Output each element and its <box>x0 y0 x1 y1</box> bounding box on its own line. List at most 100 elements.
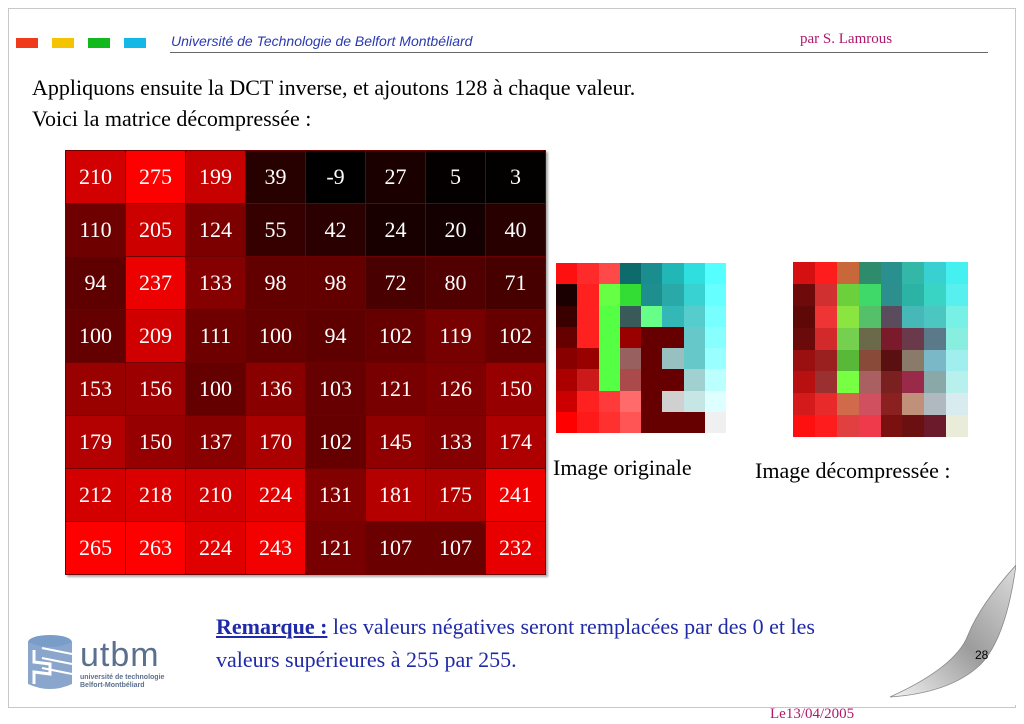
logo-subtitle-line-2: Belfort-Montbéliard <box>80 682 145 689</box>
original-pixel <box>619 390 641 412</box>
matrix-cell: 224 <box>245 468 306 522</box>
decompressed-pixel <box>946 283 968 306</box>
matrix-cell: 156 <box>125 362 186 416</box>
original-pixel <box>619 411 641 433</box>
decompressed-pixel <box>858 371 881 394</box>
original-pixel <box>577 348 599 370</box>
matrix-cell: 136 <box>245 362 306 416</box>
original-pixel <box>662 369 684 391</box>
decompressed-pixel <box>946 262 968 284</box>
original-pixel <box>683 411 705 433</box>
footer-date: Le13/04/2005 <box>770 706 855 722</box>
decompressed-pixel <box>793 305 815 328</box>
decompressed-pixel <box>858 393 881 416</box>
decompressed-matrix: 210 275 199 39 -9 27 5 3 110 205 124 55 42 24 20 40 94 23… <box>65 150 546 575</box>
matrix-cell: 179 <box>65 415 126 469</box>
original-pixel <box>619 326 641 348</box>
original-pixel <box>683 348 705 370</box>
matrix-row: 153 156 100 136 103 121 126 150 <box>65 362 546 416</box>
matrix-row: 265 263 224 243 121 107 107 232 <box>65 521 546 575</box>
decompressed-pixel <box>814 327 837 350</box>
caption-original: Image originale <box>553 455 692 480</box>
color-square <box>88 38 110 48</box>
original-pixel <box>641 411 663 433</box>
original-pixel <box>641 284 663 306</box>
decompressed-pixel <box>902 262 925 284</box>
original-pixel <box>683 284 705 306</box>
matrix-cell: 20 <box>425 203 486 257</box>
matrix-cell: 98 <box>245 256 306 310</box>
decompressed-pixel <box>836 349 859 372</box>
page-curl-icon <box>880 565 1016 705</box>
original-pixel <box>683 390 705 412</box>
remark-label: Remarque : <box>216 614 328 639</box>
original-pixel <box>704 326 726 348</box>
decompressed-pixel <box>924 349 947 372</box>
original-pixel <box>704 348 726 370</box>
matrix-cell: 98 <box>305 256 366 310</box>
decompressed-pixel <box>836 305 859 328</box>
original-pixel <box>662 348 684 370</box>
matrix-cell: 100 <box>245 309 306 363</box>
decompressed-pixel <box>924 262 947 284</box>
matrix-cell: 102 <box>305 415 366 469</box>
matrix-cell: 121 <box>365 362 426 416</box>
decompressed-pixel <box>946 393 968 416</box>
matrix-cell: 199 <box>185 150 246 204</box>
decompressed-pixel <box>814 283 837 306</box>
decompressed-pixel <box>902 283 925 306</box>
original-pixel <box>598 305 620 327</box>
decompressed-pixel <box>946 415 968 437</box>
matrix-cell: 131 <box>305 468 366 522</box>
decompressed-pixel <box>880 393 903 416</box>
matrix-cell: 24 <box>365 203 426 257</box>
matrix-cell: 181 <box>365 468 426 522</box>
decompressed-pixel <box>814 262 837 284</box>
decompressed-pixel <box>946 349 968 372</box>
decompressed-image <box>793 262 968 437</box>
matrix-cell: 124 <box>185 203 246 257</box>
decompressed-pixel <box>858 415 881 437</box>
decompressed-pixel <box>836 371 859 394</box>
matrix-cell: 243 <box>245 521 306 575</box>
intro-text: Appliquons ensuite la DCT inverse, et aj… <box>32 72 635 134</box>
original-pixel <box>704 411 726 433</box>
original-pixel <box>556 305 578 327</box>
decompressed-pixel <box>902 327 925 350</box>
decompressed-pixel <box>880 283 903 306</box>
original-pixel <box>683 263 705 285</box>
decompressed-pixel <box>814 393 837 416</box>
decompressed-pixel <box>858 262 881 284</box>
matrix-cell: 111 <box>185 309 246 363</box>
decompressed-pixel <box>793 349 815 372</box>
original-pixel <box>704 390 726 412</box>
decompressed-pixel <box>814 415 837 437</box>
original-pixel <box>577 326 599 348</box>
matrix-cell: 174 <box>485 415 546 469</box>
original-pixel <box>641 305 663 327</box>
original-pixel <box>577 411 599 433</box>
matrix-cell: 40 <box>485 203 546 257</box>
decompressed-pixel <box>902 415 925 437</box>
matrix-cell: 126 <box>425 362 486 416</box>
decompressed-pixel <box>793 327 815 350</box>
matrix-cell: 218 <box>125 468 186 522</box>
decompressed-pixel <box>880 305 903 328</box>
decompressed-pixel <box>836 415 859 437</box>
header-university: Université de Technologie de Belfort Mon… <box>171 33 473 49</box>
original-pixel <box>662 411 684 433</box>
matrix-cell: 5 <box>425 150 486 204</box>
original-pixel <box>577 390 599 412</box>
matrix-cell: 110 <box>65 203 126 257</box>
color-square <box>52 38 74 48</box>
decompressed-pixel <box>880 349 903 372</box>
original-pixel <box>641 390 663 412</box>
original-pixel <box>598 326 620 348</box>
decompressed-pixel <box>858 305 881 328</box>
matrix-cell: 72 <box>365 256 426 310</box>
decompressed-pixel <box>946 327 968 350</box>
logo-subtitle: université de technologie Belfort-Montbé… <box>80 674 164 690</box>
original-pixel <box>641 263 663 285</box>
original-pixel <box>662 263 684 285</box>
matrix-cell: 121 <box>305 521 366 575</box>
